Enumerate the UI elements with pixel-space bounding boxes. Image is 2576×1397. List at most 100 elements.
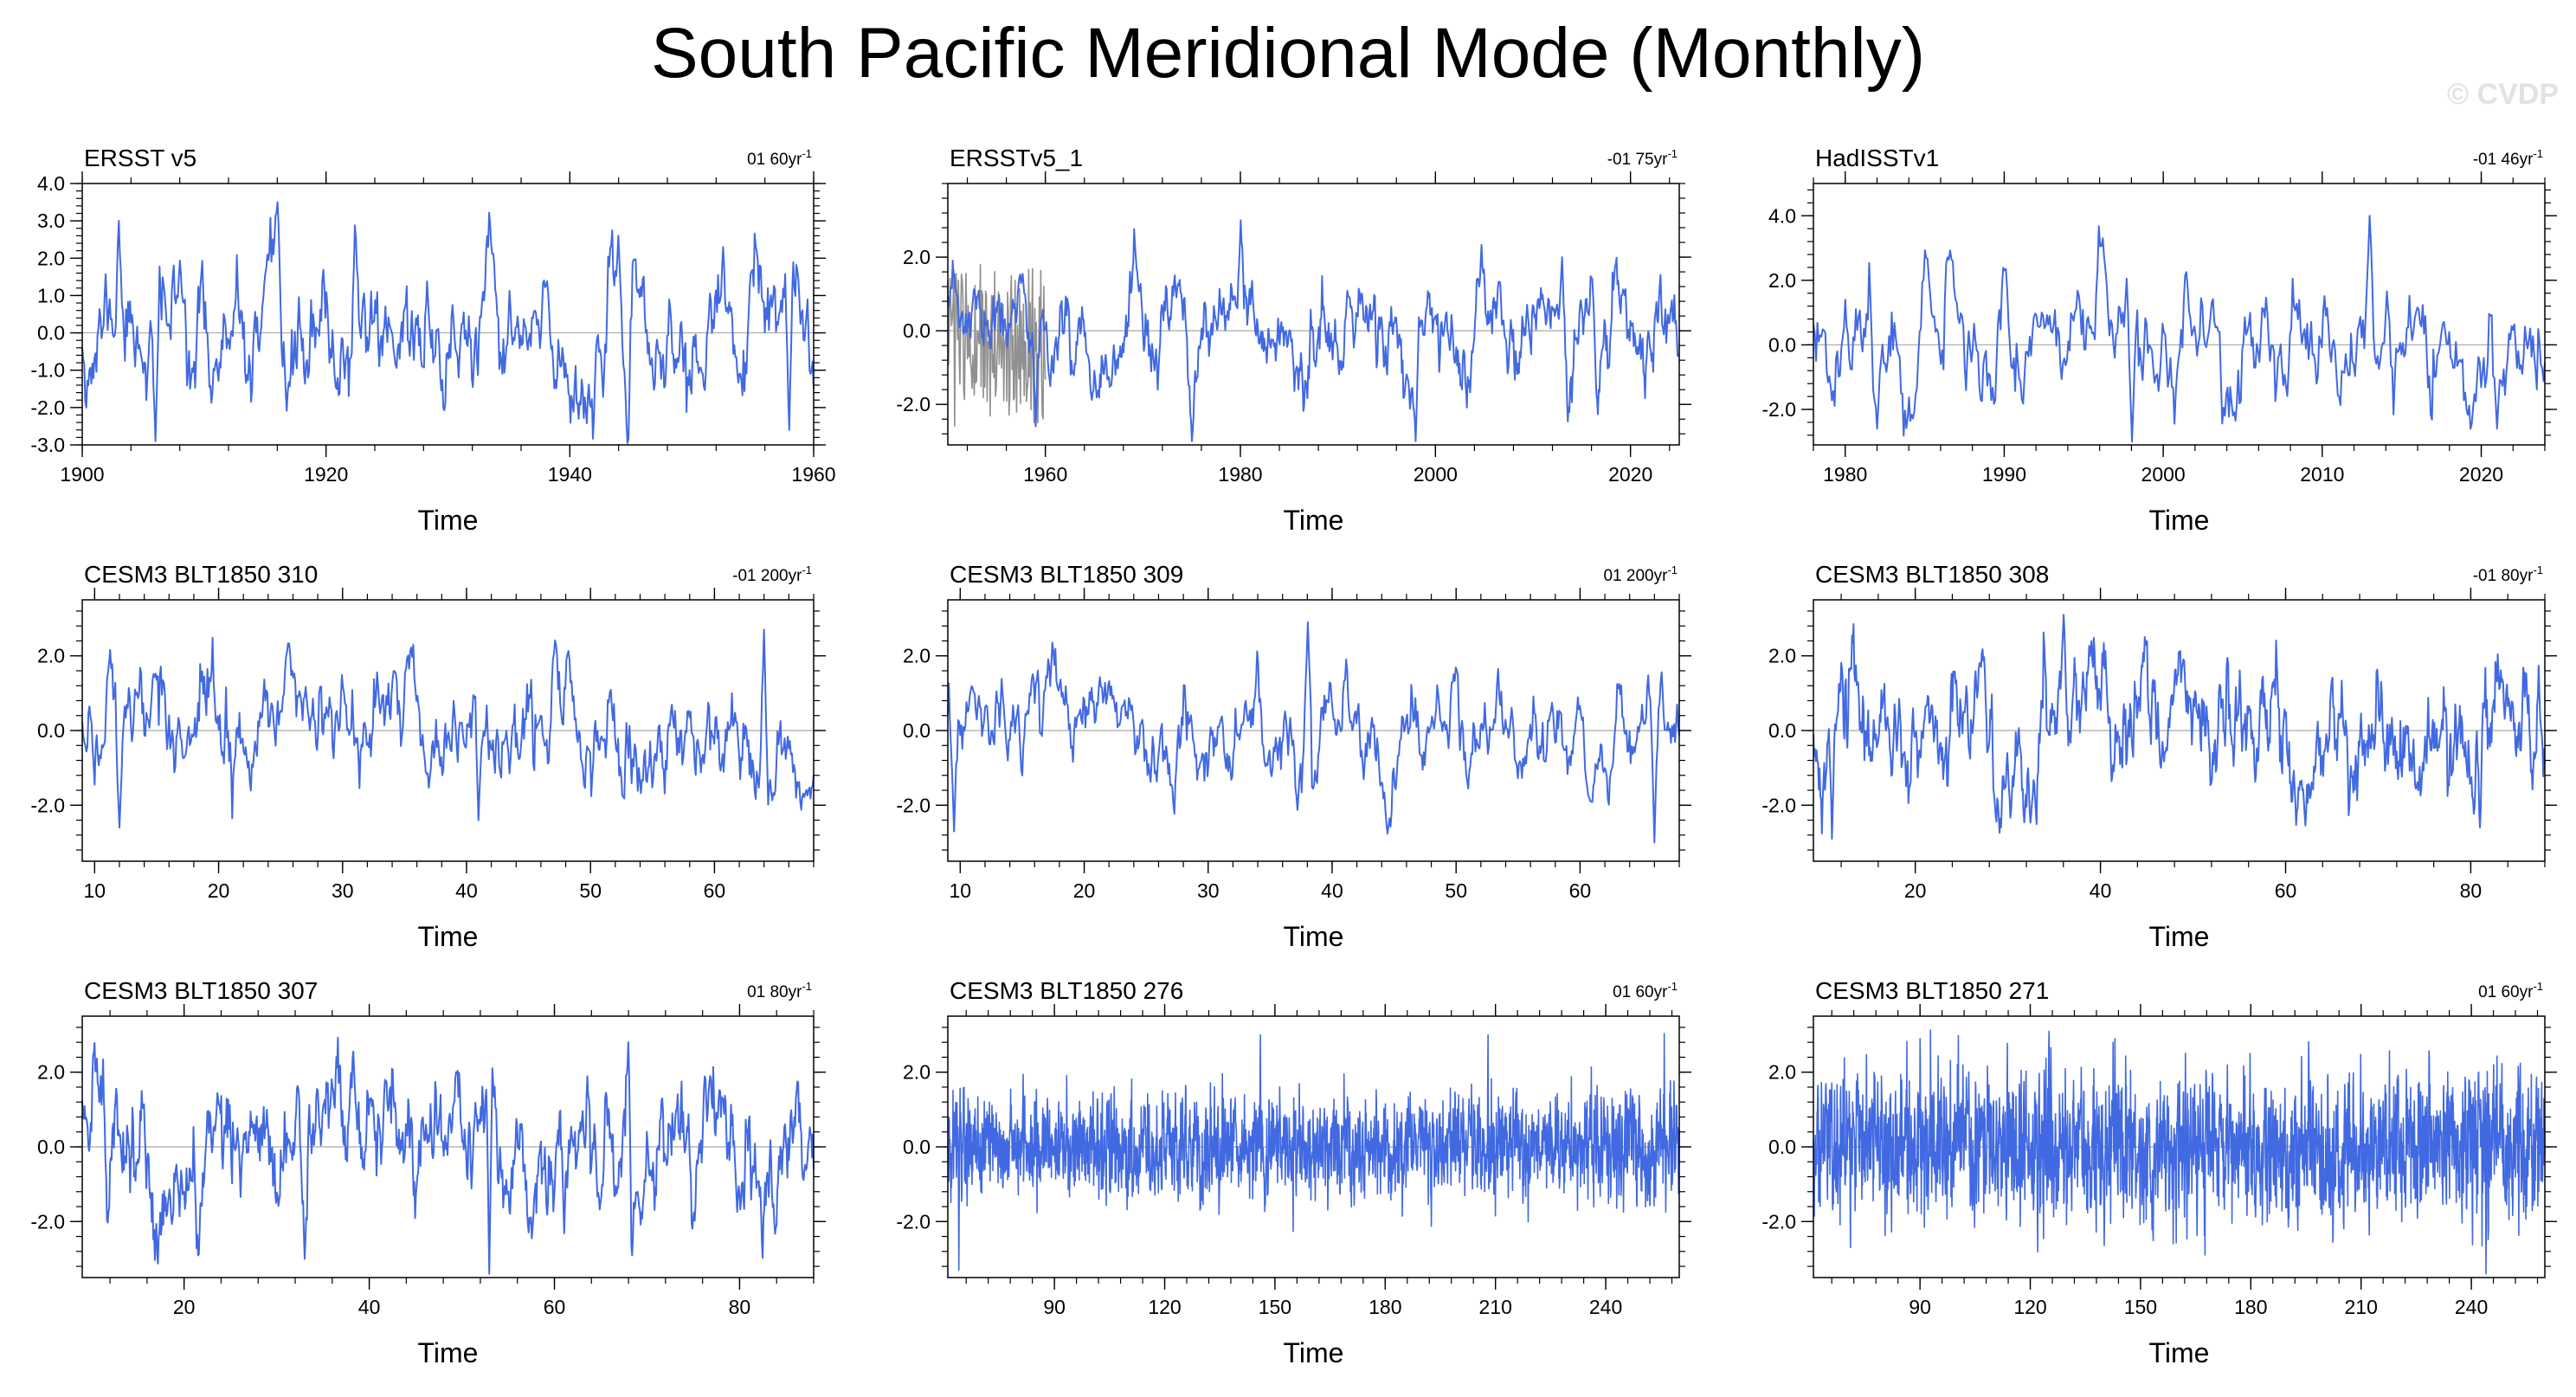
- panel-title: CESM3 BLT1850 271: [1815, 977, 2049, 1004]
- x-axis-label: Time: [418, 505, 479, 536]
- panel-subtitle: -01 80yr-1: [2473, 563, 2543, 585]
- x-tick-label: 2000: [1414, 463, 1458, 486]
- y-tick-label: -2.0: [30, 1210, 65, 1233]
- x-tick-label: 2000: [2141, 463, 2186, 486]
- y-tick-label: 0.0: [1768, 333, 1796, 356]
- y-tick-label: 0.0: [37, 322, 65, 344]
- x-tick-label: 60: [1569, 879, 1592, 902]
- x-tick-label: 20: [208, 879, 230, 902]
- x-tick-label: 1940: [548, 463, 592, 486]
- x-tick-label: 1960: [1023, 463, 1067, 486]
- chart-panel-5: CESM3 BLT1850 309 01 200yr-1 10 20 30 40 50 60 -…: [896, 561, 1691, 952]
- x-tick-label: 1900: [60, 463, 104, 486]
- chart-panel-9: CESM3 BLT1850 271 01 60yr-1 90 120 150 180 210…: [1761, 977, 2557, 1368]
- panel-subtitle-text: 01 60yr: [2478, 983, 2534, 1001]
- x-tick-label: 1980: [1823, 463, 1867, 486]
- panel-subtitle-exponent: -1: [1667, 563, 1678, 576]
- y-tick-label: 2.0: [903, 246, 931, 268]
- x-tick-label: 20: [173, 1296, 196, 1318]
- x-axis-label: Time: [1284, 1337, 1344, 1368]
- x-axis-label: Time: [2149, 921, 2210, 952]
- y-tick-label: 2.0: [1768, 1061, 1796, 1084]
- y-tick-label: -2.0: [30, 794, 65, 816]
- panel-subtitle-text: 01 60yr: [747, 151, 802, 169]
- y-tick-label: 0.0: [903, 1136, 931, 1158]
- series-line: [947, 219, 1680, 442]
- chart-panel-2: ERSSTv5_1 -01 75yr-1 1960 1980 2000 2020 -2.0 0…: [896, 145, 1691, 536]
- panel-title: ERSSTv5_1: [950, 145, 1083, 171]
- x-tick-label: 1990: [1982, 463, 2026, 486]
- y-tick-label: -1.0: [30, 359, 65, 382]
- x-tick-label: 40: [358, 1296, 381, 1318]
- series-line: [81, 1036, 815, 1275]
- y-tick-label: 1.0: [37, 284, 65, 306]
- panel-subtitle-text: 01 80yr: [747, 983, 802, 1001]
- panel-subtitle-exponent: -1: [802, 563, 812, 576]
- y-tick-label: -2.0: [1761, 1210, 1796, 1233]
- panel-subtitle: -01 200yr-1: [732, 563, 812, 585]
- plot-frame: [1813, 183, 2546, 446]
- panel-subtitle: 01 60yr-1: [747, 147, 812, 169]
- panel-subtitle-exponent: -1: [802, 147, 812, 160]
- y-tick-label: 0.0: [1768, 719, 1796, 742]
- x-tick-label: 30: [332, 879, 354, 902]
- x-tick-label: 180: [1368, 1296, 1401, 1318]
- panel-title: CESM3 BLT1850 310: [84, 561, 318, 588]
- chart-panel-8: CESM3 BLT1850 276 01 60yr-1 90 120 150 180 210…: [896, 977, 1691, 1368]
- panel-subtitle-text: -01 46yr: [2473, 151, 2534, 169]
- series-line: [81, 628, 815, 829]
- x-tick-label: 20: [1904, 879, 1927, 902]
- chart-panel-6: CESM3 BLT1850 308 -01 80yr-1 20 40 60 80 -2.0 0…: [1761, 561, 2557, 952]
- series-line: [947, 621, 1680, 844]
- x-axis-label: Time: [418, 1337, 479, 1368]
- panel-subtitle-exponent: -1: [1667, 147, 1678, 160]
- y-tick-label: 2.0: [903, 1061, 931, 1084]
- x-axis-label: Time: [1284, 921, 1344, 952]
- chart-panel-1: ERSST v5 01 60yr-1 1900 1920 1940 1960 -3.0 -2.…: [30, 145, 835, 536]
- panel-title: CESM3 BLT1850 276: [950, 977, 1183, 1004]
- y-tick-label: -2.0: [896, 393, 931, 415]
- y-tick-label: 2.0: [37, 645, 65, 667]
- series-line: [1813, 215, 2546, 443]
- x-tick-label: 1960: [791, 463, 835, 486]
- x-axis-label: Time: [2149, 1337, 2210, 1368]
- panel-title: HadISSTv1: [1815, 145, 1939, 171]
- x-tick-label: 180: [2234, 1296, 2267, 1318]
- x-tick-label: 2020: [2459, 463, 2503, 486]
- x-tick-label: 150: [2124, 1296, 2157, 1318]
- y-tick-label: -2.0: [1761, 398, 1796, 421]
- y-tick-label: 2.0: [1768, 645, 1796, 667]
- panel-subtitle-text: -01 200yr: [732, 567, 802, 585]
- y-tick-label: 0.0: [903, 719, 931, 742]
- x-tick-label: 60: [704, 879, 726, 902]
- x-tick-label: 1980: [1218, 463, 1262, 486]
- x-tick-label: 60: [2275, 879, 2297, 902]
- y-tick-label: 0.0: [1768, 1136, 1796, 1158]
- cvdp-watermark: © CVDP: [2447, 78, 2559, 111]
- x-axis-label: Time: [418, 921, 479, 952]
- y-tick-label: 3.0: [37, 209, 65, 232]
- y-tick-label: 0.0: [37, 719, 65, 742]
- x-tick-label: 10: [950, 879, 972, 902]
- panel-subtitle-exponent: -1: [2533, 563, 2543, 576]
- x-tick-label: 50: [579, 879, 602, 902]
- y-tick-label: 0.0: [903, 319, 931, 342]
- y-tick-label: 4.0: [37, 172, 65, 195]
- x-tick-label: 80: [729, 1296, 751, 1318]
- x-tick-label: 50: [1445, 879, 1467, 902]
- panel-subtitle-exponent: -1: [2533, 147, 2543, 160]
- panel-subtitle-text: -01 80yr: [2473, 567, 2534, 585]
- x-tick-label: 40: [2090, 879, 2112, 902]
- y-tick-label: -2.0: [30, 396, 65, 419]
- x-tick-label: 240: [2455, 1296, 2488, 1318]
- x-tick-label: 120: [2013, 1296, 2046, 1318]
- figure-title: South Pacific Meridional Mode (Monthly): [650, 14, 1926, 93]
- secondary-series-line: [947, 263, 1046, 427]
- panel-subtitle-text: -01 75yr: [1607, 151, 1668, 169]
- y-tick-label: 2.0: [37, 1061, 65, 1084]
- panel-subtitle: 01 80yr-1: [747, 980, 812, 1001]
- x-tick-label: 2010: [2300, 463, 2344, 486]
- panel-title: CESM3 BLT1850 308: [1815, 561, 2049, 588]
- x-tick-label: 20: [1073, 879, 1096, 902]
